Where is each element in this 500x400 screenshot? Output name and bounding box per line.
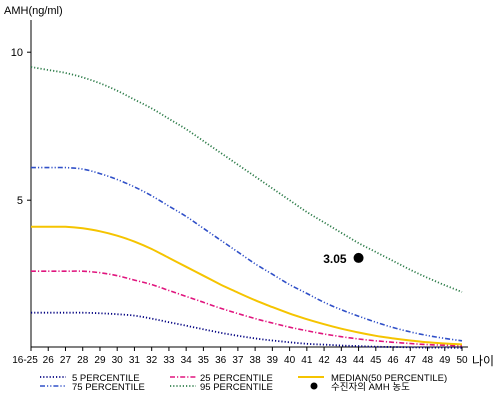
legend-label: 95 PERCENTILE [200, 382, 273, 393]
x-ticks: 16-25 26 27 28 29 30 31 32 33 34 35 36 37 38 39 40 41 42 4… [12, 347, 468, 366]
legend-label: 75 PERCENTILE [72, 382, 145, 393]
x-tick-label: 32 [146, 355, 158, 366]
x-tick-label: 28 [77, 355, 89, 366]
y-ticks: 5 10 [11, 47, 31, 207]
legend: 5 PERCENTILE 25 PERCENTILE MEDIAN(50 PERCE… [40, 373, 447, 393]
x-tick-label: 16-25 [12, 355, 38, 366]
legend-label: 수진자의 AMH 농도 [331, 382, 410, 393]
legend-label: 25 PERCENTILE [200, 373, 273, 384]
x-tick-label: 27 [60, 355, 72, 366]
x-tick-label: 41 [301, 355, 313, 366]
x-tick-label: 36 [215, 355, 227, 366]
x-tick-label: 29 [94, 355, 106, 366]
x-axis-label: 나이 [472, 354, 494, 368]
x-tick-label: 48 [422, 355, 434, 366]
patient-value-label: 3.05 [323, 252, 347, 266]
x-tick-label: 26 [43, 355, 55, 366]
y-tick-label: 10 [11, 47, 23, 59]
x-tick-label: 46 [387, 355, 399, 366]
x-tick-label: 50 [456, 355, 468, 366]
y-axis-label: AMH(ng/ml) [4, 5, 63, 17]
x-tick-label: 31 [129, 355, 141, 366]
series-lines [30, 66, 463, 349]
y-tick-label: 5 [17, 195, 23, 207]
legend-label: 5 PERCENTILE [72, 373, 140, 384]
series-line [30, 311, 463, 349]
series-line [31, 270, 463, 347]
x-tick-label: 49 [439, 355, 451, 366]
series-line [30, 66, 463, 293]
x-tick-label: 47 [405, 355, 417, 366]
x-tick-label: 37 [232, 355, 244, 366]
patient-marker: 3.05 [323, 252, 364, 266]
series-line [31, 225, 463, 346]
x-tick-label: 34 [181, 355, 193, 366]
x-tick-label: 44 [353, 355, 365, 366]
legend-label: MEDIAN(50 PERCENTILE) [331, 373, 447, 384]
x-tick-label: 30 [112, 355, 124, 366]
x-tick-label: 35 [198, 355, 210, 366]
series-line [31, 166, 463, 342]
x-tick-label: 33 [163, 355, 175, 366]
x-tick-label: 45 [370, 355, 382, 366]
x-tick-label: 40 [284, 355, 296, 366]
patient-point [353, 252, 364, 263]
x-tick-label: 39 [267, 355, 279, 366]
axes [30, 20, 468, 348]
x-tick-label: 43 [336, 355, 348, 366]
legend-point-swatch [310, 382, 318, 390]
x-tick-label: 42 [319, 355, 331, 366]
x-tick-label: 38 [250, 355, 262, 366]
